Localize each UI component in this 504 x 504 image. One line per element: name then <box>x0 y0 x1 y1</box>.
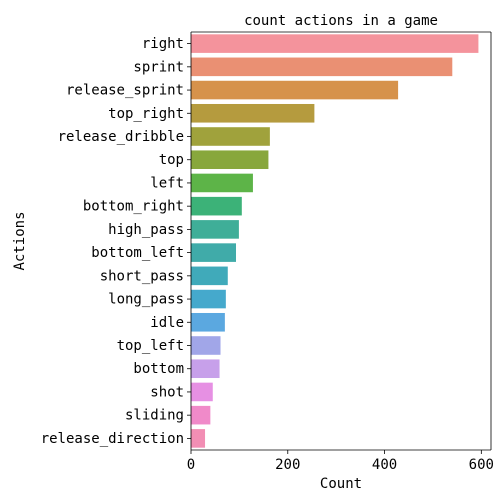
bar-bottom-left <box>191 243 236 262</box>
bar-high-pass <box>191 220 239 239</box>
y-tick-label: idle <box>150 315 184 331</box>
y-tick-label: top <box>159 152 184 168</box>
bar-bottom-right <box>191 196 242 216</box>
y-tick-label: bottom_right <box>83 199 184 215</box>
y-tick-label: high_pass <box>108 222 184 238</box>
bar-long-pass <box>191 289 226 309</box>
y-tick-label: release_direction <box>41 431 184 447</box>
bar-release-direction <box>191 429 206 448</box>
axes-group <box>190 31 492 451</box>
bar-top-left <box>191 336 221 355</box>
y-tick-label: top_right <box>108 106 184 122</box>
y-tick-label: bottom_left <box>91 245 184 261</box>
y-tick-label: short_pass <box>100 268 184 284</box>
y-tick-label: release_sprint <box>66 83 184 99</box>
y-tick-label: sprint <box>133 59 184 75</box>
y-tick-label: right <box>142 36 184 52</box>
bar-idle <box>191 312 225 332</box>
x-tick-label: 600 <box>469 457 494 473</box>
bar-bottom <box>191 359 220 379</box>
bar-top-right <box>191 103 315 123</box>
bar-top <box>191 150 269 170</box>
bar-sliding <box>191 405 211 425</box>
y-tick-label: top_left <box>117 338 184 354</box>
chart-title: count actions in a game <box>244 13 438 29</box>
x-axis-label: Count <box>320 476 362 492</box>
bar-short-pass <box>191 266 228 286</box>
y-tick-label: long_pass <box>108 292 184 308</box>
bar-release-sprint <box>191 80 399 100</box>
bar-sprint <box>191 57 453 77</box>
bar-shot <box>191 382 213 402</box>
y-tick-label: left <box>150 175 184 191</box>
x-tick-label: 0 <box>187 457 195 473</box>
y-tick-labels: right sprint release_sprint top_rightreleas… <box>41 36 191 447</box>
y-axis-label: Actions <box>12 211 28 270</box>
bar-release-dribble <box>191 127 270 146</box>
x-tick-label: 200 <box>275 457 300 473</box>
bar-right <box>191 34 479 53</box>
x-tick-labels: 0 200 400 600 <box>187 450 494 473</box>
x-tick-label: 400 <box>372 457 397 473</box>
y-tick-label: bottom <box>133 361 184 377</box>
y-tick-label: release_dribble <box>58 129 184 145</box>
y-tick-label: sliding <box>125 408 184 424</box>
bar-left <box>191 173 253 193</box>
y-tick-label: shot <box>150 384 184 400</box>
bars-group <box>191 34 479 448</box>
